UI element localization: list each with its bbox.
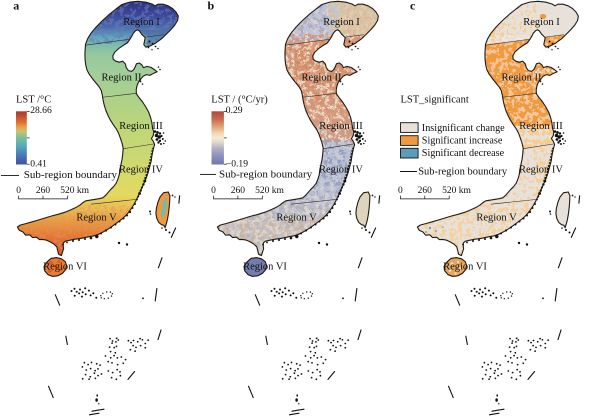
svg-text:Region II: Region II <box>102 73 142 84</box>
svg-text:Region III: Region III <box>519 121 563 132</box>
svg-text:−0.19: −0.19 <box>226 159 248 170</box>
svg-text:0: 0 <box>398 186 403 196</box>
svg-text:Region I: Region I <box>523 17 560 28</box>
svg-text:Insignificant change: Insignificant change <box>422 123 505 134</box>
svg-text:Region III: Region III <box>119 121 163 132</box>
svg-text:km: km <box>77 186 90 196</box>
svg-text:LST /°C: LST /°C <box>16 94 51 105</box>
svg-text:Region I: Region I <box>123 17 160 28</box>
svg-text:Region IV: Region IV <box>319 165 363 176</box>
svg-text:Sub-region boundary: Sub-region boundary <box>418 166 508 177</box>
svg-text:a: a <box>13 0 19 13</box>
svg-text:Region VI: Region VI <box>43 262 87 273</box>
svg-text:260: 260 <box>418 186 433 196</box>
svg-text:0: 0 <box>211 186 216 196</box>
svg-text:Region III: Region III <box>319 121 363 132</box>
svg-text:0.41: 0.41 <box>30 159 47 170</box>
svg-text:520: 520 <box>60 186 75 196</box>
svg-text:28.66: 28.66 <box>30 105 52 116</box>
svg-text:Significant increase: Significant increase <box>422 136 503 147</box>
svg-text:0.29: 0.29 <box>226 105 243 116</box>
svg-text:LST_significant: LST_significant <box>401 94 469 105</box>
svg-text:LST / (°C/yr): LST / (°C/yr) <box>211 94 268 105</box>
svg-text:Region V: Region V <box>476 213 517 224</box>
svg-text:Region II: Region II <box>302 73 342 84</box>
svg-text:c: c <box>410 0 416 13</box>
svg-text:Region II: Region II <box>502 73 542 84</box>
svg-text:0: 0 <box>16 186 21 196</box>
svg-text:Region V: Region V <box>276 213 317 224</box>
svg-text:260: 260 <box>36 186 51 196</box>
svg-text:520: 520 <box>255 186 270 196</box>
svg-text:Region IV: Region IV <box>519 165 563 176</box>
svg-text:km: km <box>272 186 285 196</box>
svg-text:Region VI: Region VI <box>243 262 287 273</box>
svg-text:Sub-region boundary: Sub-region boundary <box>219 168 313 180</box>
svg-text:Region VI: Region VI <box>443 262 487 273</box>
svg-text:Significant decrease: Significant decrease <box>422 148 505 159</box>
svg-text:Sub-region boundary: Sub-region boundary <box>24 169 118 181</box>
svg-text:520: 520 <box>442 186 457 196</box>
svg-text:Region IV: Region IV <box>119 165 163 176</box>
svg-text:km: km <box>459 186 472 196</box>
svg-text:260: 260 <box>231 186 246 196</box>
svg-text:Region V: Region V <box>76 213 117 224</box>
svg-text:b: b <box>208 0 215 13</box>
svg-text:Region I: Region I <box>323 17 360 28</box>
